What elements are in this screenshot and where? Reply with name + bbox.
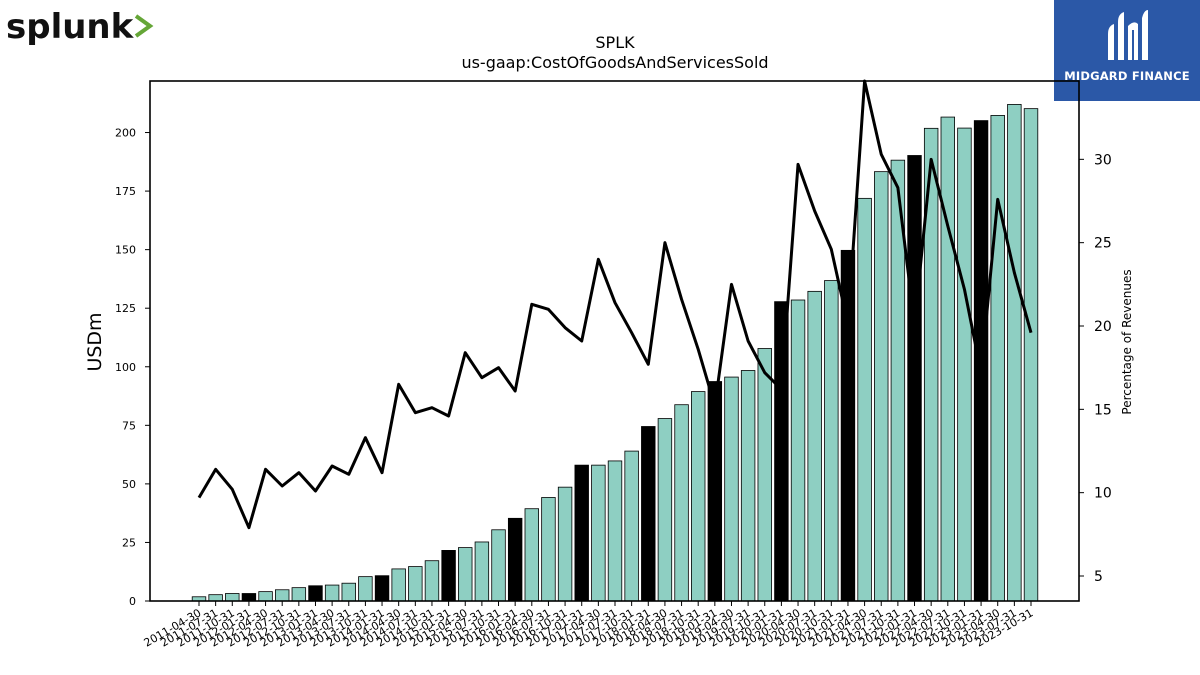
bar-2023-10-31 xyxy=(1023,108,1039,602)
chart-subtitle: us-gaap:CostOfGoodsAndServicesSold xyxy=(461,53,768,72)
y-tick-label: 150 xyxy=(115,244,136,257)
axes: 0255075100125150175200510152025302011-04… xyxy=(115,80,1112,650)
bar-2014-01-31 xyxy=(374,575,390,602)
bar-2020-07-31 xyxy=(807,290,822,602)
bar-2019-04-30 xyxy=(724,376,739,602)
bar-2012-04-30 xyxy=(258,591,273,602)
bar-2019-10-31 xyxy=(757,348,772,602)
bar-2014-07-31 xyxy=(408,566,423,602)
bar-2015-01-31 xyxy=(441,550,456,602)
bar-2012-07-31 xyxy=(274,589,290,602)
y2-tick-label: 15 xyxy=(1094,402,1112,418)
y2-tick-label: 5 xyxy=(1094,569,1103,585)
bar-2016-04-30 xyxy=(524,508,540,602)
bar-2014-10-31 xyxy=(424,560,440,602)
bar-2017-10-31 xyxy=(624,450,639,602)
bar-2018-01-31 xyxy=(641,426,656,602)
bar-2014-04-30 xyxy=(391,568,406,602)
y2-tick-label: 10 xyxy=(1094,486,1112,502)
bar-2022-10-31 xyxy=(957,127,972,602)
chevron-right-icon xyxy=(134,14,154,38)
bar-2020-01-31 xyxy=(774,301,789,602)
bar-2016-01-31 xyxy=(507,517,523,602)
bar-2018-07-31 xyxy=(674,404,689,602)
y-tick-label: 200 xyxy=(115,127,136,140)
line-group xyxy=(197,79,1033,530)
y-tick-label: 100 xyxy=(115,361,136,374)
y-tick-label: 75 xyxy=(122,419,136,432)
y-axis-label: USDm xyxy=(84,312,106,371)
percentage-line xyxy=(197,79,1033,530)
y-tick-label: 175 xyxy=(115,185,136,198)
midgard-finance-logo: MIDGARD FINANCE xyxy=(1054,0,1200,101)
bar-2022-07-31 xyxy=(940,116,956,602)
bar-2017-01-31 xyxy=(574,464,589,602)
bar-2013-10-31 xyxy=(358,576,373,602)
bar-2017-04-30 xyxy=(591,464,606,602)
bar-2016-10-31 xyxy=(557,486,573,602)
bar-2013-01-31 xyxy=(308,585,323,602)
y-tick-label: 0 xyxy=(129,595,136,608)
bar-2016-07-31 xyxy=(541,497,556,602)
bar-2020-04-30 xyxy=(790,299,806,602)
bar-2018-10-31 xyxy=(691,391,706,602)
bar-2018-04-30 xyxy=(657,418,673,602)
bar-2015-04-30 xyxy=(458,547,473,602)
bar-2015-07-31 xyxy=(474,541,490,602)
bar-2022-01-31 xyxy=(907,155,922,602)
bar-2021-04-30 xyxy=(857,197,872,602)
bar-2019-07-31 xyxy=(740,370,756,602)
bar-2013-04-30 xyxy=(324,584,340,602)
bar-2015-10-31 xyxy=(491,529,506,602)
bar-2013-07-31 xyxy=(341,582,356,602)
y2-tick-label: 20 xyxy=(1094,319,1112,335)
bar-2019-01-31 xyxy=(707,381,723,602)
bar-2017-07-31 xyxy=(607,460,623,602)
partner-name: MIDGARD FINANCE xyxy=(1064,69,1190,83)
splunk-logo-text: splunk xyxy=(6,7,135,47)
bar-2012-01-31 xyxy=(241,593,257,602)
y2-tick-label: 30 xyxy=(1094,152,1112,168)
splunk-logo: splunk xyxy=(6,7,154,47)
y2-tick-label: 25 xyxy=(1094,236,1112,252)
bar-2020-10-31 xyxy=(824,280,839,602)
bar-2011-10-31 xyxy=(225,593,240,602)
chart-title: SPLK xyxy=(595,33,635,52)
bar-2021-07-31 xyxy=(874,171,889,602)
midgard-emblem-icon xyxy=(1108,10,1148,60)
bar-2023-07-31 xyxy=(1007,104,1022,602)
bar-group xyxy=(191,104,1039,602)
bar-2011-07-31 xyxy=(208,594,223,602)
bar-2023-04-30 xyxy=(990,115,1005,602)
y-tick-label: 125 xyxy=(115,302,136,315)
y-tick-label: 50 xyxy=(122,478,136,491)
bar-2012-10-31 xyxy=(291,587,307,602)
y-tick-label: 25 xyxy=(122,536,136,549)
y2-axis-label: Percentage of Revenues xyxy=(1120,269,1134,414)
